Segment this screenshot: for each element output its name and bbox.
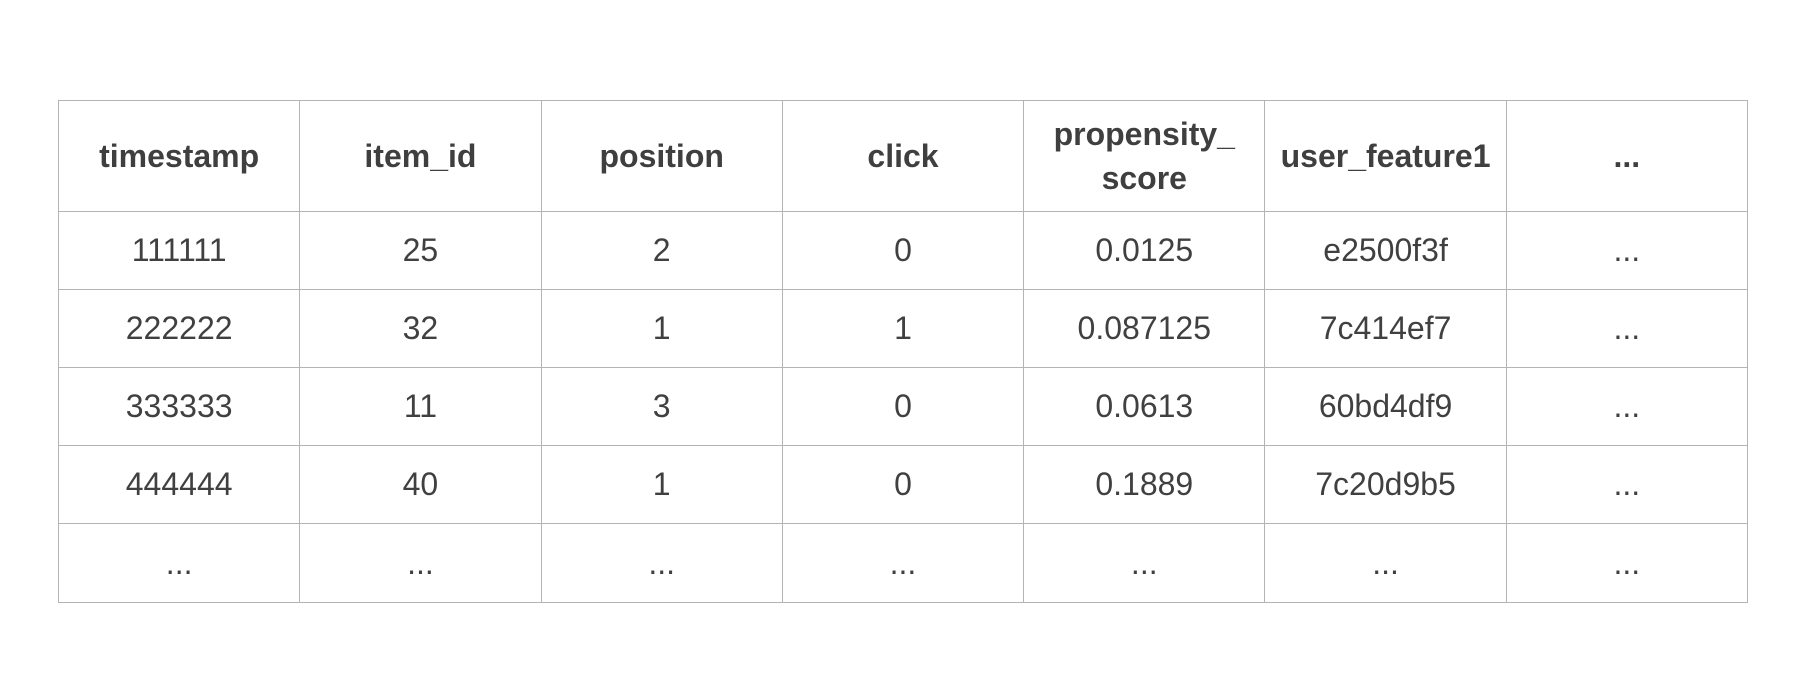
cell-position: 2 <box>540 211 783 290</box>
header-cell-more-columns: ... <box>1505 100 1749 212</box>
cell-user-feature1: 7c414ef7 <box>1264 289 1507 368</box>
table-row: 444444 40 1 0 0.1889 7c20d9b5 ... <box>57 445 1749 524</box>
cell-item-id: ... <box>299 523 542 603</box>
header-label: user_feature1 <box>1280 138 1491 174</box>
table-row: 111111 25 2 0 0.0125 e2500f3f ... <box>57 211 1749 290</box>
table-body: 111111 25 2 0 0.0125 e2500f3f ... 222222… <box>57 211 1749 603</box>
cell-user-feature1: ... <box>1264 523 1507 603</box>
cell-timestamp: 222222 <box>57 289 301 368</box>
header-cell-propensity-score: propensity_ score <box>1023 100 1266 212</box>
cell-click: ... <box>781 523 1025 603</box>
header-label: item_id <box>364 138 477 174</box>
table-row: ... ... ... ... ... ... ... <box>57 523 1749 603</box>
header-label: click <box>867 138 939 174</box>
header-row: timestamp item_id position click propens… <box>57 100 1749 212</box>
data-table: timestamp item_id position click propens… <box>57 100 1749 603</box>
cell-propensity-score: 0.0125 <box>1023 211 1266 290</box>
cell-item-id: 32 <box>299 289 542 368</box>
cell-item-id: 25 <box>299 211 542 290</box>
cell-item-id: 11 <box>299 367 542 446</box>
cell-timestamp: 333333 <box>57 367 301 446</box>
cell-timestamp: 111111 <box>57 211 301 290</box>
cell-more: ... <box>1505 211 1749 290</box>
cell-timestamp: ... <box>57 523 301 603</box>
cell-timestamp: 444444 <box>57 445 301 524</box>
header-label: timestamp <box>99 138 260 174</box>
header-label: position <box>599 138 724 174</box>
table-row: 222222 32 1 1 0.087125 7c414ef7 ... <box>57 289 1749 368</box>
table-header: timestamp item_id position click propens… <box>57 100 1749 212</box>
cell-item-id: 40 <box>299 445 542 524</box>
cell-position: 1 <box>540 445 783 524</box>
cell-position: 1 <box>540 289 783 368</box>
header-label-line-1: propensity_ <box>1053 116 1235 152</box>
cell-more: ... <box>1505 523 1749 603</box>
cell-click: 0 <box>781 367 1025 446</box>
cell-position: ... <box>540 523 783 603</box>
cell-click: 0 <box>781 445 1025 524</box>
cell-user-feature1: e2500f3f <box>1264 211 1507 290</box>
cell-more: ... <box>1505 445 1749 524</box>
cell-propensity-score: ... <box>1023 523 1266 603</box>
cell-click: 1 <box>781 289 1025 368</box>
cell-propensity-score: 0.087125 <box>1023 289 1266 368</box>
header-cell-timestamp: timestamp <box>57 100 301 212</box>
header-cell-user-feature1: user_feature1 <box>1264 100 1507 212</box>
table-row: 333333 11 3 0 0.0613 60bd4df9 ... <box>57 367 1749 446</box>
cell-propensity-score: 0.0613 <box>1023 367 1266 446</box>
cell-more: ... <box>1505 367 1749 446</box>
header-label: ... <box>1613 138 1641 174</box>
cell-user-feature1: 60bd4df9 <box>1264 367 1507 446</box>
cell-position: 3 <box>540 367 783 446</box>
header-label-line-2: score <box>1101 160 1187 196</box>
header-cell-click: click <box>781 100 1025 212</box>
cell-more: ... <box>1505 289 1749 368</box>
cell-propensity-score: 0.1889 <box>1023 445 1266 524</box>
header-cell-item-id: item_id <box>299 100 542 212</box>
cell-user-feature1: 7c20d9b5 <box>1264 445 1507 524</box>
header-cell-position: position <box>540 100 783 212</box>
cell-click: 0 <box>781 211 1025 290</box>
